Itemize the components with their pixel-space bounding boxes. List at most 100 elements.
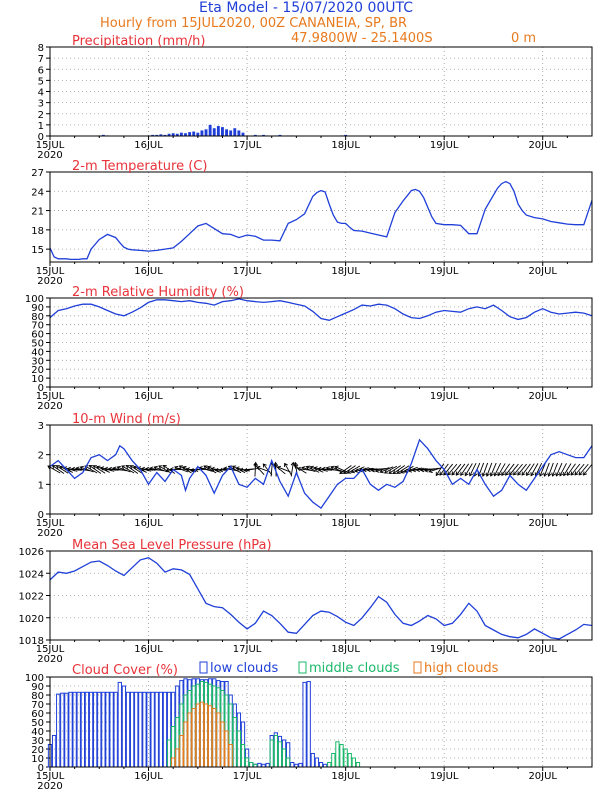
- wind-arrow-head: [451, 471, 456, 476]
- wind-arrow: [112, 467, 127, 472]
- wind-arrow-head: [84, 465, 89, 470]
- low-cloud-bar: [162, 691, 168, 768]
- wind-arrow: [578, 463, 589, 476]
- wind-arrow-head: [435, 471, 440, 477]
- wind-arrow: [89, 465, 102, 474]
- wind-arrow-head: [207, 465, 212, 470]
- mid-cloud-bar: [339, 744, 344, 768]
- wind-xtick-label: 17JUL: [233, 518, 262, 529]
- temp-ytick-label: 15: [31, 245, 44, 256]
- wind-arrow: [574, 463, 585, 476]
- low-cloud-bar: [138, 691, 143, 768]
- wind-arrow-head: [539, 472, 544, 477]
- mid-cloud-bar: [335, 741, 340, 768]
- wind-arrow-head: [464, 472, 469, 477]
- wind-arrow-head: [366, 467, 371, 473]
- header-title: Eta Model - 15/07/2020 00UTC: [199, 0, 413, 16]
- wind-arrow-head: [79, 465, 84, 471]
- mid-cloud-bar: [166, 739, 172, 768]
- low-cloud-bar: [88, 691, 94, 768]
- mslp-ytick-label: 1018: [19, 636, 44, 647]
- low-cloud-bar: [314, 757, 320, 768]
- clouds-ytick-label: 10: [31, 754, 44, 765]
- wind-arrow: [583, 463, 593, 476]
- wind-arrow: [486, 462, 493, 477]
- mslp-ytick-label: 1024: [19, 569, 44, 580]
- wind-arrow-head: [284, 462, 288, 467]
- mid-cloud-bar: [355, 762, 361, 768]
- precip-bar: [208, 124, 212, 136]
- wind-arrow: [290, 462, 294, 477]
- wind-arrow: [513, 463, 523, 476]
- precip-bar: [237, 130, 241, 136]
- wind-arrow-head: [190, 468, 195, 473]
- wind-arrow: [301, 467, 316, 472]
- middle-clouds-swatch: [298, 661, 307, 674]
- temp-ytick-label: 24: [31, 187, 44, 198]
- low-cloud-bar: [310, 753, 315, 768]
- precip-ytick-label: 3: [38, 99, 44, 110]
- wind-arrow: [408, 467, 423, 472]
- mid-cloud-bar: [249, 762, 254, 768]
- wind-arrow-head: [153, 465, 158, 471]
- wind-arrow-head: [182, 465, 187, 471]
- precip-ytick-label: 8: [38, 43, 44, 54]
- wind-arrow-head: [273, 461, 278, 466]
- wind-arrow: [52, 465, 65, 474]
- wind-arrow: [501, 463, 511, 476]
- mid-cloud-bar: [277, 741, 283, 768]
- mid-cloud-bar: [331, 753, 336, 768]
- wind-arrow: [284, 463, 293, 476]
- wind-arrow-head: [439, 471, 444, 476]
- wind-arrow-head: [347, 469, 352, 474]
- wind-arrow-head: [129, 465, 134, 470]
- mslp-xtick-label: 17JUL: [233, 644, 262, 655]
- rh-ytick-label: 60: [31, 330, 44, 341]
- high-cloud-bar: [183, 721, 188, 768]
- wind-arrow-head: [489, 472, 494, 477]
- wind-arrow-head: [222, 466, 228, 471]
- rh-line: [49, 298, 593, 321]
- rh-xtick-label: 16JUL: [134, 391, 163, 402]
- wind-arrow: [306, 466, 320, 473]
- wind-arrow: [244, 467, 259, 472]
- wind-arrow-head: [526, 471, 530, 477]
- low-cloud-bar: [290, 762, 295, 768]
- wind-arrow-head: [407, 468, 413, 473]
- mslp-line: [49, 556, 593, 640]
- rh-title: 2-m Relative Humidity (%): [72, 285, 244, 300]
- wind-arrow-head: [165, 468, 170, 473]
- wind-arrow-head: [305, 465, 310, 470]
- wind-arrow-head: [339, 470, 344, 474]
- wind-arrow-head: [55, 465, 60, 470]
- wind-arrow-head: [521, 471, 526, 476]
- wind-arrow: [460, 463, 470, 476]
- wind-arrow-head: [455, 471, 460, 476]
- wind-arrow-head: [379, 469, 384, 474]
- low-cloud-bar: [125, 691, 131, 768]
- mslp-ytick-label: 1022: [19, 592, 44, 603]
- wind-arrow-head: [559, 472, 564, 477]
- mid-cloud-bar: [327, 762, 332, 768]
- temp-xtick-label: 18JUL: [331, 266, 360, 277]
- precip-bar: [200, 130, 204, 136]
- wind-arrow-head: [424, 468, 429, 473]
- low-cloud-bar: [109, 691, 114, 768]
- wind-arrow-head: [530, 472, 535, 477]
- temp-line: [49, 180, 593, 261]
- low-cloud-bar: [129, 691, 135, 768]
- wind-arrow-head: [493, 472, 498, 477]
- wind-arrow: [517, 463, 527, 476]
- mslp-xtick-label: 15JUL: [36, 644, 65, 655]
- wind-arrow-head: [296, 466, 302, 472]
- wind-arrow: [277, 466, 291, 473]
- wind-arrow-head: [392, 470, 397, 474]
- wind-arrow-head: [551, 472, 556, 477]
- wind-arrow-head: [578, 471, 583, 476]
- low-cloud-bar: [93, 691, 98, 768]
- wind-arrow-head: [116, 465, 121, 471]
- wind-arrow-head: [415, 467, 420, 473]
- wind-xtick-label: 16JUL: [134, 518, 163, 529]
- wind-arrow-head: [239, 467, 244, 473]
